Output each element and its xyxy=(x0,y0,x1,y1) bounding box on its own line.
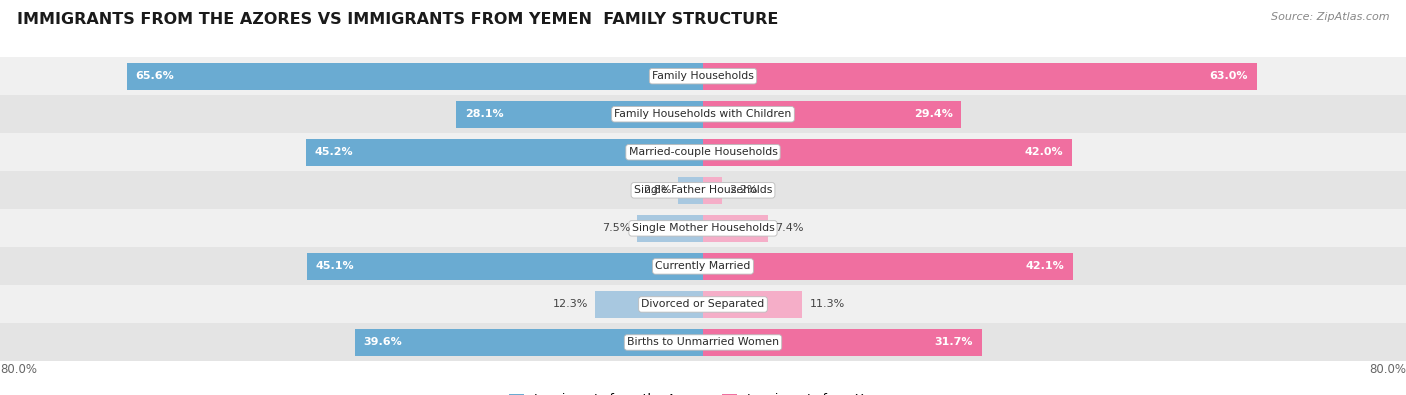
Bar xyxy=(703,62,1257,90)
Bar xyxy=(0,247,1406,286)
Text: 80.0%: 80.0% xyxy=(0,363,37,376)
Text: Family Households: Family Households xyxy=(652,71,754,81)
Text: Single Mother Households: Single Mother Households xyxy=(631,223,775,233)
Bar xyxy=(703,214,768,242)
Text: 29.4%: 29.4% xyxy=(914,109,953,119)
Text: Source: ZipAtlas.com: Source: ZipAtlas.com xyxy=(1271,12,1389,22)
Bar xyxy=(0,57,1406,95)
Text: 39.6%: 39.6% xyxy=(364,337,402,348)
Bar xyxy=(0,171,1406,209)
Text: 11.3%: 11.3% xyxy=(810,299,845,309)
Text: Single Father Households: Single Father Households xyxy=(634,185,772,196)
Bar xyxy=(354,329,703,356)
Text: 2.8%: 2.8% xyxy=(643,185,672,196)
Text: 28.1%: 28.1% xyxy=(465,109,503,119)
Text: 7.5%: 7.5% xyxy=(602,223,630,233)
Text: 12.3%: 12.3% xyxy=(553,299,588,309)
Bar xyxy=(678,177,703,204)
Bar xyxy=(307,253,703,280)
Bar xyxy=(0,324,1406,361)
Bar xyxy=(0,95,1406,133)
Bar xyxy=(637,214,703,242)
Text: Divorced or Separated: Divorced or Separated xyxy=(641,299,765,309)
Bar xyxy=(127,62,703,90)
Text: 80.0%: 80.0% xyxy=(1369,363,1406,376)
Legend: Immigrants from the Azores, Immigrants from Yemen: Immigrants from the Azores, Immigrants f… xyxy=(509,393,897,395)
Text: Currently Married: Currently Married xyxy=(655,261,751,271)
Bar xyxy=(703,253,1073,280)
Text: 63.0%: 63.0% xyxy=(1209,71,1249,81)
Text: 31.7%: 31.7% xyxy=(934,337,973,348)
Bar xyxy=(703,177,723,204)
Bar xyxy=(0,209,1406,247)
Bar xyxy=(456,101,703,128)
Bar xyxy=(703,139,1073,166)
Text: Family Households with Children: Family Households with Children xyxy=(614,109,792,119)
Text: 45.2%: 45.2% xyxy=(315,147,353,157)
Bar xyxy=(0,286,1406,324)
Text: 2.2%: 2.2% xyxy=(730,185,758,196)
Bar xyxy=(703,291,803,318)
Text: Births to Unmarried Women: Births to Unmarried Women xyxy=(627,337,779,348)
Bar xyxy=(0,133,1406,171)
Text: Married-couple Households: Married-couple Households xyxy=(628,147,778,157)
Bar xyxy=(307,139,703,166)
Text: IMMIGRANTS FROM THE AZORES VS IMMIGRANTS FROM YEMEN  FAMILY STRUCTURE: IMMIGRANTS FROM THE AZORES VS IMMIGRANTS… xyxy=(17,12,779,27)
Bar xyxy=(703,329,981,356)
Text: 45.1%: 45.1% xyxy=(315,261,354,271)
Text: 65.6%: 65.6% xyxy=(135,71,174,81)
Text: 7.4%: 7.4% xyxy=(775,223,804,233)
Bar xyxy=(703,101,962,128)
Bar xyxy=(595,291,703,318)
Text: 42.0%: 42.0% xyxy=(1025,147,1063,157)
Text: 42.1%: 42.1% xyxy=(1025,261,1064,271)
